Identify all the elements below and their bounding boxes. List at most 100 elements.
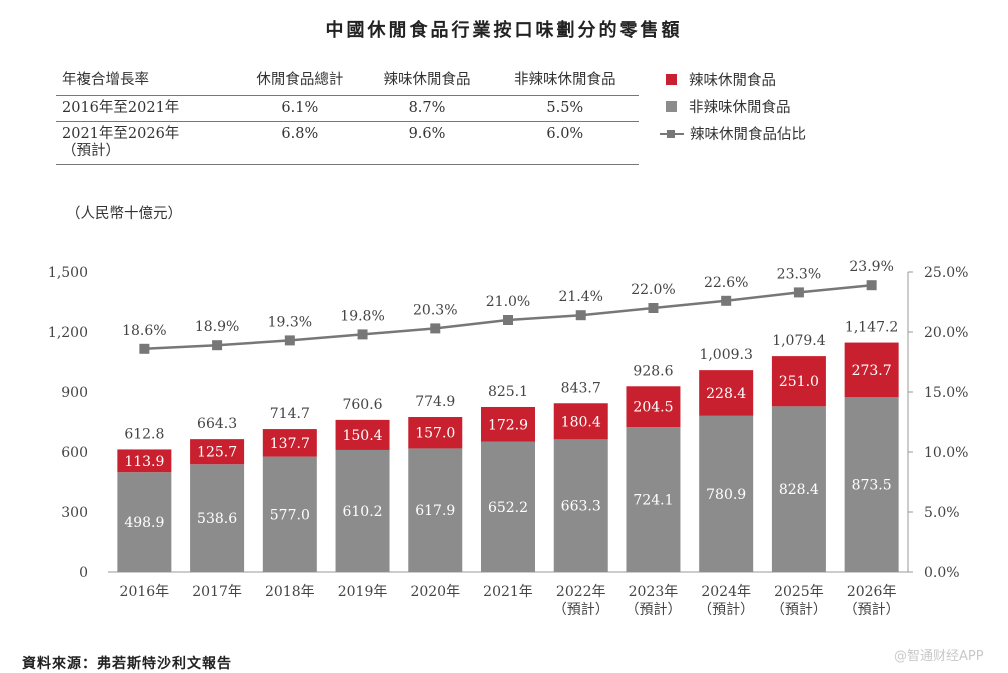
data-label-total: 928.6 bbox=[633, 363, 673, 379]
legend-label: 非辣味休閒食品 bbox=[689, 100, 791, 116]
x-tick-label: 2016年 bbox=[120, 584, 170, 600]
data-label-total: 774.9 bbox=[415, 394, 455, 410]
bar-non-spicy bbox=[771, 406, 826, 572]
cagr-header: 休閒食品總計 bbox=[236, 64, 364, 96]
cagr-header: 年複合增長率 bbox=[56, 64, 237, 96]
cagr-header: 非辣味休閒食品 bbox=[490, 64, 639, 96]
bar-spicy bbox=[481, 406, 535, 442]
bar-spicy bbox=[335, 419, 390, 450]
x-tick-label: 2024年 bbox=[701, 584, 751, 600]
share-point bbox=[648, 303, 659, 313]
data-label-total: 1,009.3 bbox=[699, 347, 752, 363]
cagr-spicy: 8.7% bbox=[363, 95, 491, 122]
share-label: 22.0% bbox=[631, 282, 675, 298]
share-label: 18.6% bbox=[122, 323, 166, 339]
data-label-spicy: 157.0 bbox=[415, 426, 455, 442]
share-label: 21.4% bbox=[558, 289, 602, 305]
bar-non-spicy bbox=[408, 448, 463, 572]
x-tick-label: 2022年 bbox=[556, 584, 606, 600]
y-left-tick-label: 1,500 bbox=[48, 265, 88, 281]
source-note: 資料來源：弗若斯特沙利文報告 bbox=[22, 656, 232, 672]
bar-spicy bbox=[699, 370, 754, 416]
legend-label: 辣味休閒食品 bbox=[689, 73, 776, 89]
bar-non-spicy bbox=[699, 415, 754, 572]
y-left-tick-label: 1,200 bbox=[48, 325, 88, 341]
cagr-header-row: 年複合增長率 休閒食品總計 辣味休閒食品 非辣味休閒食品 bbox=[56, 64, 639, 96]
share-point bbox=[357, 329, 368, 340]
y-right-tick-label: 15.0% bbox=[924, 385, 968, 401]
data-label-total: 612.8 bbox=[124, 426, 164, 442]
chart-title: 中國休閒食品行業按口味劃分的零售額 bbox=[325, 20, 683, 41]
data-label-non-spicy: 828.4 bbox=[779, 482, 819, 498]
bar-spicy bbox=[553, 403, 608, 440]
data-label-spicy: 273.7 bbox=[852, 363, 892, 379]
y-right-tick-label: 0.0% bbox=[924, 565, 960, 581]
share-point bbox=[721, 295, 732, 306]
data-label-spicy: 228.4 bbox=[706, 386, 746, 402]
bar-non-spicy bbox=[335, 449, 390, 572]
bar-non-spicy bbox=[190, 464, 245, 572]
bar-non-spicy bbox=[626, 427, 681, 572]
legend-swatch-line bbox=[660, 128, 684, 140]
data-label-non-spicy: 780.9 bbox=[706, 487, 746, 503]
bar-non-spicy bbox=[481, 441, 535, 572]
cagr-total: 6.8% bbox=[236, 121, 364, 165]
share-point bbox=[866, 280, 877, 291]
x-tick-label: （預計） bbox=[771, 602, 827, 618]
bar-non-spicy bbox=[262, 456, 317, 572]
data-label-total: 714.7 bbox=[270, 406, 310, 422]
share-label: 23.3% bbox=[777, 266, 821, 282]
data-label-total: 825.1 bbox=[488, 384, 528, 400]
x-tick-label: （預計） bbox=[844, 602, 900, 618]
data-label-spicy: 113.9 bbox=[124, 454, 164, 470]
data-label-non-spicy: 652.2 bbox=[488, 500, 528, 516]
share-point bbox=[575, 310, 586, 321]
bar-spicy bbox=[771, 356, 826, 407]
unit-label: （人民幣十億元） bbox=[66, 206, 182, 222]
x-tick-label: （預計） bbox=[553, 602, 609, 618]
x-tick-label: 2025年 bbox=[774, 584, 824, 600]
x-tick-label: 2026年 bbox=[847, 584, 897, 600]
x-tick-label: 2017年 bbox=[192, 584, 242, 600]
y-left-tick-label: 600 bbox=[61, 445, 88, 461]
data-label-total: 664.3 bbox=[197, 416, 237, 432]
legend-item-share-line: 辣味休閒食品佔比 bbox=[660, 120, 806, 147]
cagr-row: 2021年至2026年 （預計） 6.8% 9.6% 6.0% bbox=[56, 121, 639, 165]
legend-label: 辣味休閒食品佔比 bbox=[690, 127, 806, 143]
bar-non-spicy bbox=[117, 472, 172, 572]
x-tick-label: 2018年 bbox=[265, 584, 315, 600]
cagr-period: 2021年至2026年 （預計） bbox=[56, 121, 237, 165]
x-tick-label: 2021年 bbox=[483, 584, 533, 600]
share-point bbox=[503, 315, 513, 325]
data-label-non-spicy: 577.0 bbox=[270, 507, 310, 523]
cagr-period-note: （預計） bbox=[62, 143, 120, 159]
share-point bbox=[430, 323, 441, 334]
data-label-non-spicy: 617.9 bbox=[415, 503, 455, 519]
cagr-header: 辣味休閒食品 bbox=[363, 64, 491, 96]
cagr-total: 6.1% bbox=[236, 95, 364, 122]
bar-spicy bbox=[626, 386, 681, 428]
share-point bbox=[212, 340, 223, 351]
data-label-non-spicy: 498.9 bbox=[124, 515, 164, 531]
cagr-period-label: 2021年至2026年 bbox=[62, 126, 180, 142]
data-label-spicy: 251.0 bbox=[779, 374, 819, 390]
data-label-total: 843.7 bbox=[561, 380, 601, 396]
x-tick-label: （預計） bbox=[698, 602, 754, 618]
share-label: 23.9% bbox=[849, 259, 893, 275]
data-label-spicy: 204.5 bbox=[633, 400, 673, 416]
data-label-spicy: 137.7 bbox=[270, 436, 310, 452]
share-label: 18.9% bbox=[195, 319, 239, 335]
share-point bbox=[793, 287, 804, 298]
data-label-total: 760.6 bbox=[342, 397, 382, 413]
share-label: 19.8% bbox=[340, 308, 384, 324]
data-label-total: 1,147.2 bbox=[845, 320, 898, 336]
bar-non-spicy bbox=[844, 397, 899, 572]
data-label-non-spicy: 538.6 bbox=[197, 511, 237, 527]
legend-swatch-non-spicy bbox=[666, 101, 677, 112]
legend-swatch-spicy bbox=[666, 74, 677, 85]
legend-item-non-spicy: 非辣味休閒食品 bbox=[660, 93, 806, 120]
watermark: @智通财经APP bbox=[894, 649, 984, 664]
cagr-table: 年複合增長率 休閒食品總計 辣味休閒食品 非辣味休閒食品 2016年至2021年… bbox=[56, 64, 639, 165]
bar-spicy bbox=[117, 449, 172, 473]
